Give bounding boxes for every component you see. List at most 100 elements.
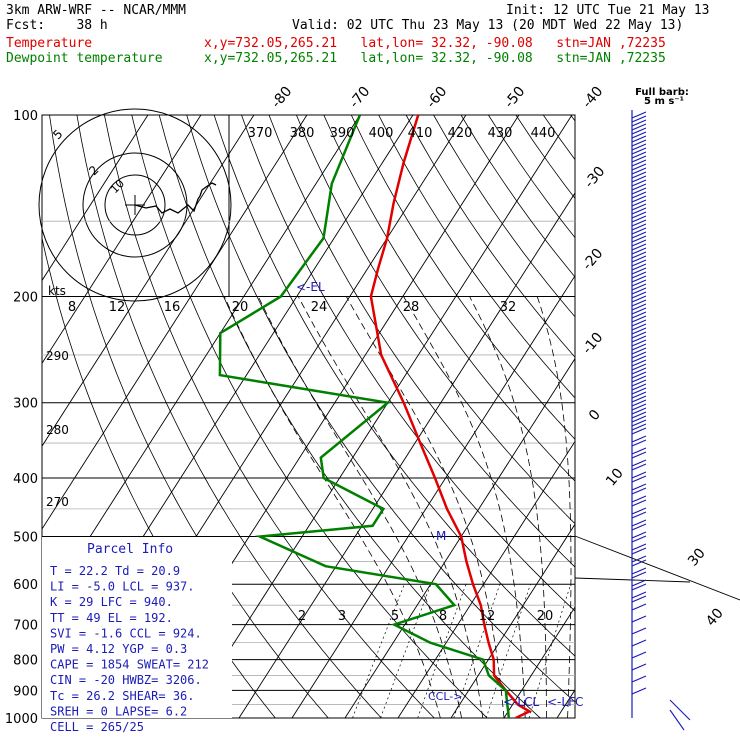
lcl-marker: <-LCL	[503, 695, 539, 709]
wind-barb	[631, 191, 647, 199]
wind-barb	[631, 535, 647, 543]
wind-barb	[631, 167, 647, 175]
pressure-label: 1000	[5, 712, 38, 727]
dewpoint-location-info: x,y=732.05,265.21 lat,lon= 32.32, -90.08…	[204, 51, 666, 66]
parcel-info-row: CAPE = 1854 SWEAT= 212	[50, 658, 209, 672]
isotherm-label: 10	[603, 465, 627, 489]
dry-adiabat-line	[323, 115, 575, 482]
pressure-label: 900	[13, 684, 38, 699]
wind-barb	[631, 379, 647, 387]
isotherm-label: -30	[581, 164, 608, 192]
wind-barb	[631, 183, 647, 191]
wind-barb	[631, 179, 647, 187]
mixing-ratio-label: 20	[537, 609, 554, 624]
wind-barb	[631, 347, 647, 355]
wind-barb	[631, 283, 647, 291]
isotherm-line	[556, 689, 575, 718]
dry-adiabat-line	[598, 115, 740, 731]
wind-barb	[631, 507, 647, 515]
wind-barb	[631, 499, 647, 507]
wind-barb	[631, 367, 647, 375]
parcel-info-row: CIN = -20 HWBZ= 3206.	[50, 673, 202, 687]
wind-barb	[631, 295, 647, 303]
dry-adiabat-line	[378, 115, 575, 399]
speed-scale-label: 16	[164, 300, 181, 315]
wind-barb	[631, 339, 647, 347]
wind-barb	[631, 331, 647, 339]
speed-scale-label: 32	[500, 300, 517, 315]
wind-barb	[631, 399, 647, 407]
wind-barb	[631, 271, 647, 279]
mixing-ratio-line	[485, 584, 531, 718]
wind-barb	[631, 227, 647, 235]
wind-barb	[631, 323, 647, 331]
wind-barb	[631, 171, 647, 179]
isotherm-line	[450, 523, 575, 718]
isotherm-line	[291, 274, 575, 718]
mixing-ratio-label: 8	[439, 609, 447, 624]
moist-adiabat-line	[469, 296, 547, 718]
wind-barb	[631, 571, 647, 579]
wind-barb	[631, 319, 647, 327]
wind-barb	[631, 371, 647, 379]
dry-adiabat-line	[433, 115, 575, 318]
wind-barb	[631, 355, 647, 363]
wind-barb	[631, 215, 647, 223]
wind-barb	[631, 243, 647, 251]
wind-barb	[631, 415, 647, 423]
isotherm-line	[42, 115, 202, 365]
wind-barb	[631, 435, 647, 443]
wind-barb	[631, 143, 647, 151]
left-axis-theta-label: 280	[46, 423, 69, 437]
wind-barb	[631, 543, 647, 551]
wind-barb	[631, 279, 647, 287]
dry-adiabat-line	[296, 115, 575, 525]
wind-barb	[631, 463, 647, 471]
wind-barb	[631, 519, 647, 527]
wind-barb	[631, 259, 647, 267]
wind-barb	[631, 419, 647, 427]
parcel-info-row: SVI = -1.6 CCL = 924.	[50, 626, 202, 640]
model-title: 3km ARW-WRF -- NCAR/MMM	[6, 3, 187, 18]
theta-label: 430	[488, 126, 513, 141]
wind-barb	[631, 475, 647, 483]
wind-barb	[631, 595, 647, 603]
wind-barb	[631, 559, 647, 567]
dry-adiabat-line	[268, 115, 575, 568]
wind-barb	[631, 387, 647, 395]
pressure-label: 600	[13, 578, 38, 593]
isotherm-line	[42, 115, 149, 282]
wind-barb	[631, 315, 647, 323]
wind-barb	[631, 199, 647, 207]
isotherm-label: 30	[685, 545, 709, 569]
wind-barb	[631, 359, 647, 367]
speed-scale-label: 24	[311, 300, 328, 315]
wind-barb	[631, 663, 647, 671]
wind-barb	[631, 111, 647, 119]
dry-adiabat-line	[460, 115, 575, 278]
wind-barb	[631, 639, 647, 647]
parcel-info-row: TT = 49 EL = 192.	[50, 611, 173, 625]
wind-barb	[631, 119, 647, 127]
mixing-ratio-label: 3	[338, 609, 346, 624]
wind-barb	[631, 567, 647, 575]
mixing-ratio-label: 12	[479, 609, 496, 624]
wind-barb	[631, 307, 647, 315]
ccl-marker: CCL->	[428, 690, 462, 703]
moist-adiabat-line	[345, 296, 505, 718]
barb-scale-title: Full barb:	[635, 87, 689, 98]
dry-adiabat-line	[350, 115, 575, 440]
hodograph-trace	[134, 182, 217, 214]
moist-adiabat-line	[224, 296, 441, 718]
wind-barb	[631, 423, 647, 431]
parcel-info-panel	[42, 537, 232, 718]
pressure-label: 700	[13, 619, 38, 634]
wind-barb	[631, 351, 647, 359]
wind-barb	[631, 451, 647, 459]
wind-barb	[631, 115, 647, 123]
dry-adiabat-line	[515, 115, 575, 200]
pressure-label: 400	[13, 472, 38, 487]
dewpoint-profile	[218, 115, 511, 718]
wind-barb	[631, 395, 647, 403]
